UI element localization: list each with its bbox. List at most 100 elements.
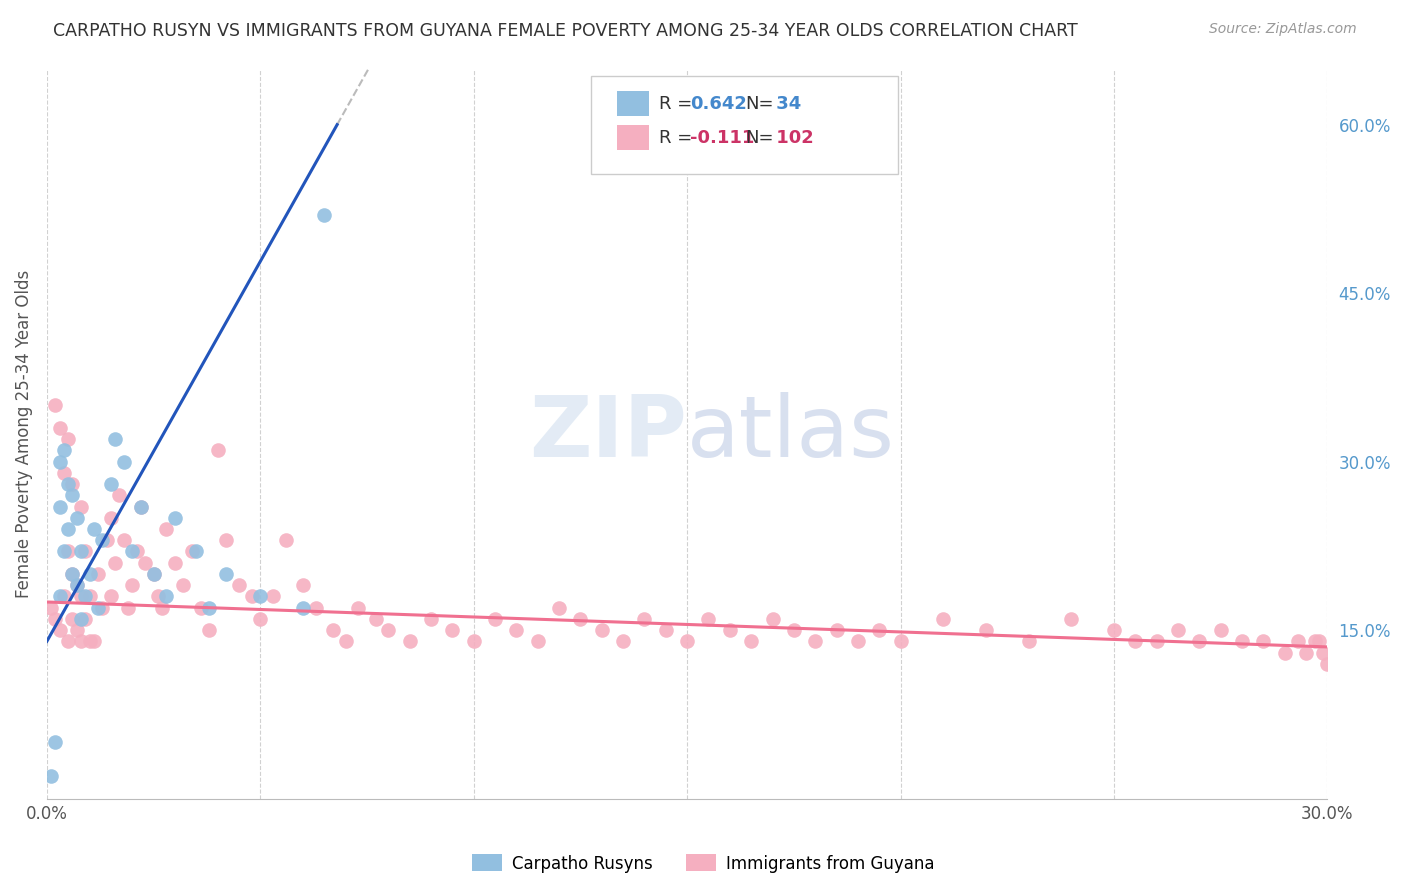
Point [718, 623, 741, 637]
Text: -0.111: -0.111 [690, 128, 754, 147]
Text: atlas: atlas [688, 392, 896, 475]
FancyBboxPatch shape [617, 91, 648, 116]
Point [163, 510, 186, 524]
Point [1295, 646, 1317, 660]
Point [44, 612, 66, 626]
Text: N=: N= [745, 95, 773, 112]
Point [207, 443, 229, 458]
Point [87, 566, 110, 581]
Point [484, 612, 506, 626]
Point [142, 566, 165, 581]
Point [75, 590, 97, 604]
Point [83, 634, 105, 648]
Point [91, 533, 114, 548]
Point [100, 510, 122, 524]
Point [70, 590, 93, 604]
Point [52, 544, 75, 558]
Point [104, 556, 127, 570]
Point [783, 623, 806, 637]
Point [240, 590, 263, 604]
Point [70, 500, 93, 514]
Point [868, 623, 890, 637]
Point [58, 522, 80, 536]
Point [100, 590, 122, 604]
Point [66, 578, 89, 592]
Point [121, 544, 143, 558]
Point [1167, 623, 1189, 637]
Point [291, 578, 314, 592]
Point [291, 600, 314, 615]
Point [846, 634, 869, 648]
FancyBboxPatch shape [591, 76, 898, 174]
Point [70, 612, 93, 626]
Point [463, 634, 485, 648]
Point [548, 600, 571, 615]
Point [117, 600, 139, 615]
Point [91, 600, 114, 615]
Point [58, 634, 80, 648]
Point [314, 207, 336, 221]
Point [70, 544, 93, 558]
Point [66, 510, 89, 524]
Point [322, 623, 344, 637]
Point [129, 500, 152, 514]
Point [274, 533, 297, 548]
Point [441, 623, 464, 637]
Point [215, 566, 238, 581]
Point [1146, 634, 1168, 648]
Point [104, 432, 127, 446]
Text: 0.642: 0.642 [690, 95, 747, 112]
Point [697, 612, 720, 626]
Point [181, 544, 204, 558]
Point [1308, 634, 1330, 648]
Point [398, 634, 420, 648]
FancyBboxPatch shape [617, 126, 648, 150]
Text: Source: ZipAtlas.com: Source: ZipAtlas.com [1209, 22, 1357, 37]
Point [163, 556, 186, 570]
Point [150, 600, 173, 615]
Point [1303, 634, 1326, 648]
Point [825, 623, 848, 637]
Point [364, 612, 387, 626]
Point [1230, 634, 1253, 648]
Point [44, 735, 66, 749]
Point [62, 566, 84, 581]
Point [58, 432, 80, 446]
Point [112, 454, 135, 468]
Point [740, 634, 762, 648]
Point [48, 454, 70, 468]
Point [1060, 612, 1083, 626]
Point [1274, 646, 1296, 660]
Y-axis label: Female Poverty Among 25-34 Year Olds: Female Poverty Among 25-34 Year Olds [15, 269, 32, 598]
Point [505, 623, 527, 637]
Point [1188, 634, 1211, 648]
Point [100, 477, 122, 491]
Point [62, 488, 84, 502]
Point [974, 623, 997, 637]
Point [612, 634, 634, 648]
Point [172, 578, 194, 592]
Point [70, 634, 93, 648]
Point [48, 500, 70, 514]
Point [79, 634, 101, 648]
Point [48, 623, 70, 637]
Text: CARPATHO RUSYN VS IMMIGRANTS FROM GUYANA FEMALE POVERTY AMONG 25-34 YEAR OLDS CO: CARPATHO RUSYN VS IMMIGRANTS FROM GUYANA… [53, 22, 1078, 40]
Point [125, 544, 148, 558]
Point [1102, 623, 1125, 637]
Point [121, 578, 143, 592]
Point [75, 544, 97, 558]
Text: R =: R = [659, 95, 697, 112]
Point [347, 600, 370, 615]
Text: 34: 34 [770, 95, 801, 112]
Point [112, 533, 135, 548]
Point [129, 500, 152, 514]
Text: R =: R = [659, 128, 697, 147]
Point [1316, 657, 1339, 671]
Text: N=: N= [745, 128, 773, 147]
Legend: Carpatho Rusyns, Immigrants from Guyana: Carpatho Rusyns, Immigrants from Guyana [465, 847, 941, 880]
Point [66, 578, 89, 592]
Text: ZIP: ZIP [530, 392, 688, 475]
Point [142, 566, 165, 581]
Point [305, 600, 328, 615]
Point [249, 590, 271, 604]
